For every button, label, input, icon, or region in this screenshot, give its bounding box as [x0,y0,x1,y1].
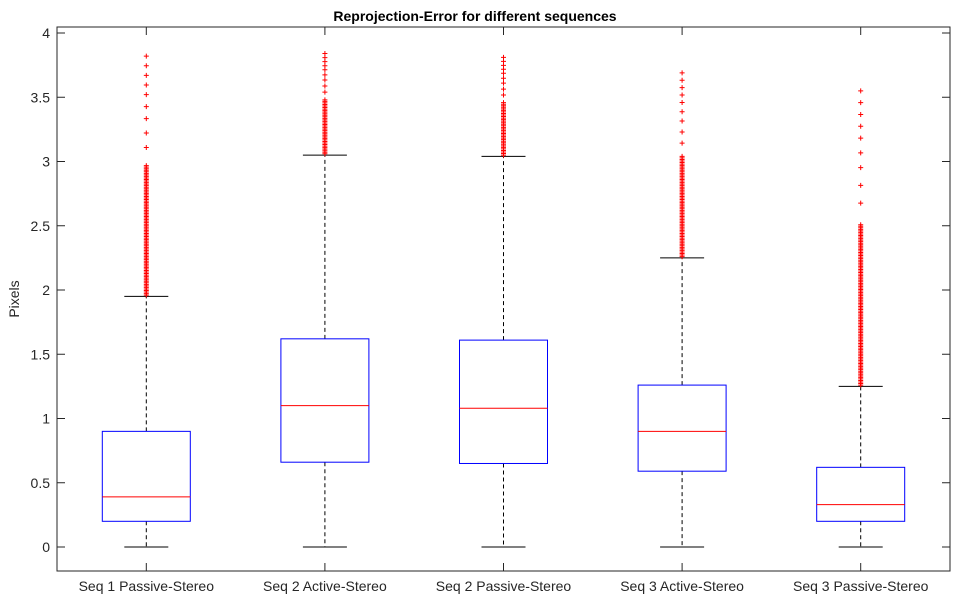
outlier-marker [679,92,685,98]
x-axis-ticks: Seq 1 Passive-Stereo Seq 2 Active-Stereo S… [79,27,929,594]
y-tick-label: 1 [42,411,50,427]
outlier-group [858,88,864,388]
outlier-marker [501,80,506,86]
outlier-marker [858,165,864,171]
iqr-box [101,430,191,522]
outlier-marker [679,153,685,159]
outlier-group [143,53,149,298]
outlier-marker [858,135,864,141]
box-3 [459,54,548,548]
x-tick-label: Seq 1 Passive-Stereo [79,578,215,594]
outlier-marker [858,123,864,129]
x-tick-label: Seq 2 Active-Stereo [263,578,387,594]
outlier-marker [143,92,149,98]
iqr-box [459,339,548,464]
outlier-marker [322,83,328,89]
outlier-marker [143,144,149,150]
y-axis-ticks: 0 0.5 1 1.5 2 2.5 3 3.5 4 [31,25,950,555]
box-4 [637,70,727,548]
y-tick-label: 3.5 [31,89,51,105]
outlier-marker [143,63,149,69]
outlier-marker [679,129,685,135]
outlier-marker [322,89,328,95]
chart-title: Reprojection-Error for different sequenc… [333,8,616,24]
outlier-marker [143,82,149,88]
outlier-marker [501,75,506,81]
outlier-marker [143,163,149,169]
outlier-marker [858,182,864,188]
x-tick-label: Seq 3 Passive-Stereo [793,578,929,594]
box-2 [280,51,370,548]
outlier-marker [858,88,864,94]
outlier-marker [501,92,506,98]
y-tick-label: 2 [42,282,50,298]
outlier-marker [679,99,685,105]
outlier-group [322,51,328,157]
x-tick-label: Seq 3 Active-Stereo [620,578,744,594]
box-series [101,51,906,548]
outlier-marker [858,150,864,156]
outlier-marker [322,97,328,103]
outlier-marker [143,53,149,59]
x-tick-label: Seq 2 Passive-Stereo [436,578,572,594]
outlier-group [679,70,685,260]
box-5 [816,88,906,548]
outlier-marker [858,200,864,206]
outlier-marker [858,111,864,117]
outlier-marker [679,85,685,91]
outlier-marker [679,70,685,76]
outlier-marker [143,116,149,122]
outlier-marker [143,72,149,78]
y-tick-label: 4 [42,25,50,41]
y-tick-label: 0 [42,539,50,555]
outlier-marker [679,77,685,83]
y-axis-label: Pixels [6,280,22,317]
y-tick-label: 1.5 [31,346,51,362]
outlier-marker [679,118,685,124]
outlier-marker [858,222,864,228]
outlier-marker [143,104,149,110]
iqr-box [637,384,727,472]
outlier-marker [501,54,506,60]
outlier-marker [322,51,328,57]
outlier-marker [501,86,506,92]
outlier-marker [679,140,685,146]
outlier-marker [322,77,328,83]
iqr-box [280,338,370,463]
outlier-marker [322,72,328,78]
iqr-box [816,466,906,522]
y-tick-label: 3 [42,154,50,170]
box-1 [101,53,191,548]
outlier-marker [858,100,864,106]
outlier-marker [679,109,685,115]
y-tick-label: 0.5 [31,475,51,491]
outlier-marker [501,100,506,106]
y-tick-label: 2.5 [31,218,51,234]
outlier-group [501,54,506,158]
outlier-marker [143,130,149,136]
